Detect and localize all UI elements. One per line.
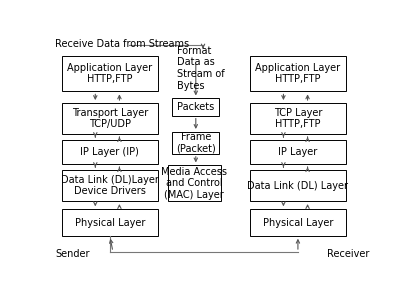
FancyBboxPatch shape	[250, 170, 346, 201]
FancyBboxPatch shape	[250, 140, 346, 164]
Text: Data Link (DL) Layer: Data Link (DL) Layer	[247, 181, 349, 190]
Text: Physical Layer: Physical Layer	[263, 218, 333, 227]
FancyBboxPatch shape	[250, 103, 346, 134]
FancyBboxPatch shape	[250, 56, 346, 92]
Text: TCP Layer
HTTP,FTP: TCP Layer HTTP,FTP	[274, 108, 322, 129]
FancyBboxPatch shape	[61, 103, 158, 134]
FancyBboxPatch shape	[61, 209, 158, 236]
FancyBboxPatch shape	[61, 170, 158, 201]
Text: Application Layer
HTTP,FTP: Application Layer HTTP,FTP	[255, 63, 340, 84]
Text: Receive Data from Streams: Receive Data from Streams	[55, 39, 189, 49]
FancyBboxPatch shape	[61, 140, 158, 164]
FancyBboxPatch shape	[250, 209, 346, 236]
Text: IP Layer (IP): IP Layer (IP)	[81, 147, 139, 157]
Text: Media Access
and Control
(MAC) Layer: Media Access and Control (MAC) Layer	[161, 167, 227, 200]
Text: Application Layer
HTTP,FTP: Application Layer HTTP,FTP	[67, 63, 152, 84]
Text: Transport Layer
TCP/UDP: Transport Layer TCP/UDP	[72, 108, 148, 129]
FancyBboxPatch shape	[173, 132, 219, 154]
Text: Physical Layer: Physical Layer	[75, 218, 145, 227]
Text: Sender: Sender	[55, 249, 90, 259]
Text: Receiver: Receiver	[327, 249, 369, 259]
Text: Packets: Packets	[177, 102, 215, 112]
Text: Format
Data as
Stream of
Bytes: Format Data as Stream of Bytes	[177, 46, 224, 91]
FancyBboxPatch shape	[168, 165, 221, 201]
Text: Data Link (DL)Layer
Device Drivers: Data Link (DL)Layer Device Drivers	[61, 175, 159, 196]
Text: IP Layer: IP Layer	[278, 147, 317, 157]
FancyBboxPatch shape	[61, 56, 158, 92]
FancyBboxPatch shape	[173, 98, 219, 116]
Text: Frame
(Packet): Frame (Packet)	[176, 132, 216, 154]
